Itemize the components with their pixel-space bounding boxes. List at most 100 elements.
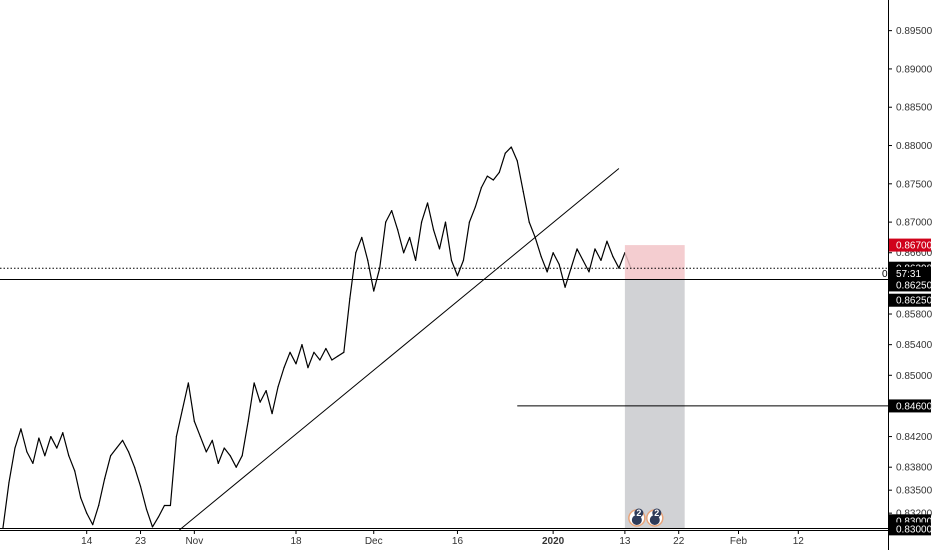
y-tick-label: 0.86600 (896, 248, 932, 259)
price-point (528, 221, 530, 223)
event-badge-count: 2 (654, 508, 659, 518)
x-tick-label: 13 (619, 536, 631, 547)
price-point (510, 146, 512, 148)
price-point (426, 202, 429, 204)
y-tick-label: 0.89000 (896, 64, 932, 75)
price-label-bg (889, 293, 931, 307)
y-tick-label: 0.85400 (896, 340, 932, 351)
price-point (588, 271, 590, 273)
price-point (367, 259, 369, 262)
price-label-bg (889, 399, 931, 413)
y-tick-label: 0.87000 (896, 218, 932, 229)
price-point (217, 462, 219, 464)
price-point (558, 263, 560, 265)
price-point (104, 478, 106, 480)
price-point (14, 447, 16, 449)
x-tick-label: 14 (81, 536, 93, 547)
price-point (26, 451, 28, 453)
event-badge-count-bg (652, 508, 662, 518)
price-label[interactable]: 0.86700 (889, 238, 932, 252)
price-point (498, 171, 500, 173)
price-point (516, 160, 518, 162)
event-badge[interactable]: 2 (628, 508, 646, 527)
y-tick-label: 0.83500 (896, 486, 932, 497)
price-point (169, 504, 172, 507)
y-tick-label: 0.88000 (896, 141, 932, 152)
price-point (564, 286, 566, 288)
price-point (271, 412, 273, 415)
price-label-prefix: 0 (882, 269, 888, 280)
event-badge[interactable]: 2 (646, 508, 664, 527)
price-point (474, 206, 476, 208)
price-label-text: 0.83000 (896, 524, 932, 535)
price-label-text: 0.86700 (896, 241, 932, 252)
trend-line[interactable] (179, 168, 620, 531)
price-label[interactable]: 0 57:31 (882, 266, 931, 280)
price-label-text: 0.84600 (896, 401, 932, 412)
price-point (187, 382, 189, 384)
flag-icon (631, 515, 642, 525)
price-label[interactable]: 0.86250 (889, 293, 932, 307)
price-point (44, 455, 46, 457)
price-point (20, 428, 22, 430)
price-label[interactable]: 0.83000 (889, 522, 932, 536)
price-point (373, 290, 375, 292)
price-point (139, 485, 142, 487)
stop-loss-zone[interactable] (624, 245, 685, 280)
price-point (283, 367, 285, 369)
price-point (116, 447, 118, 449)
price-labels: 0.867000.86398057:310.862500.862500.8460… (882, 238, 932, 536)
price-point (259, 401, 261, 403)
price-point (133, 466, 136, 468)
price-point (62, 432, 64, 434)
price-point (343, 351, 345, 353)
price-point (50, 435, 52, 438)
price-point (420, 221, 423, 223)
price-point (8, 481, 10, 484)
x-tick-label: Dec (365, 536, 383, 547)
price-point (403, 252, 405, 254)
price-point (522, 190, 524, 193)
price-point (606, 240, 608, 242)
price-point (385, 221, 387, 223)
x-tick-label: 2020 (542, 536, 565, 547)
price-label[interactable]: 0.86250 (889, 278, 932, 292)
price-point (480, 187, 482, 189)
price-point (438, 248, 441, 250)
y-tick-label: 0.83200 (896, 509, 932, 520)
price-point (391, 210, 393, 212)
price-point (492, 179, 494, 181)
take-profit-zone[interactable] (624, 279, 685, 529)
price-point (265, 390, 267, 392)
x-tick-label: 18 (290, 536, 302, 547)
price-label-bg (889, 238, 931, 252)
price-point (38, 437, 40, 439)
x-tick-label: 16 (452, 536, 464, 547)
price-label-bg (889, 266, 931, 280)
price-label[interactable]: 0.84600 (889, 399, 932, 413)
price-label-text: 0.83000 (896, 516, 932, 527)
price-point (157, 516, 160, 518)
price-point (68, 455, 70, 457)
price-point (121, 439, 124, 441)
price-point (289, 351, 291, 353)
y-tick-label: 0.85000 (896, 371, 932, 382)
price-series-line[interactable] (2, 146, 632, 528)
price-point (32, 462, 34, 464)
price-label-text: 0.86250 (896, 296, 932, 307)
price-point (409, 236, 411, 239)
price-point (223, 447, 225, 449)
price-point (313, 351, 315, 353)
price-point (397, 229, 399, 231)
price-label-bg (889, 278, 931, 292)
flag-icon (649, 515, 660, 525)
x-axis[interactable]: 14 23 Nov 18 Dec 16 2020 13 22 Feb 12 (0, 530, 888, 547)
event-badge-count-bg (634, 508, 644, 518)
x-tick-label: 12 (793, 536, 805, 547)
x-tick-label: Nov (185, 536, 203, 547)
price-point (349, 298, 351, 300)
